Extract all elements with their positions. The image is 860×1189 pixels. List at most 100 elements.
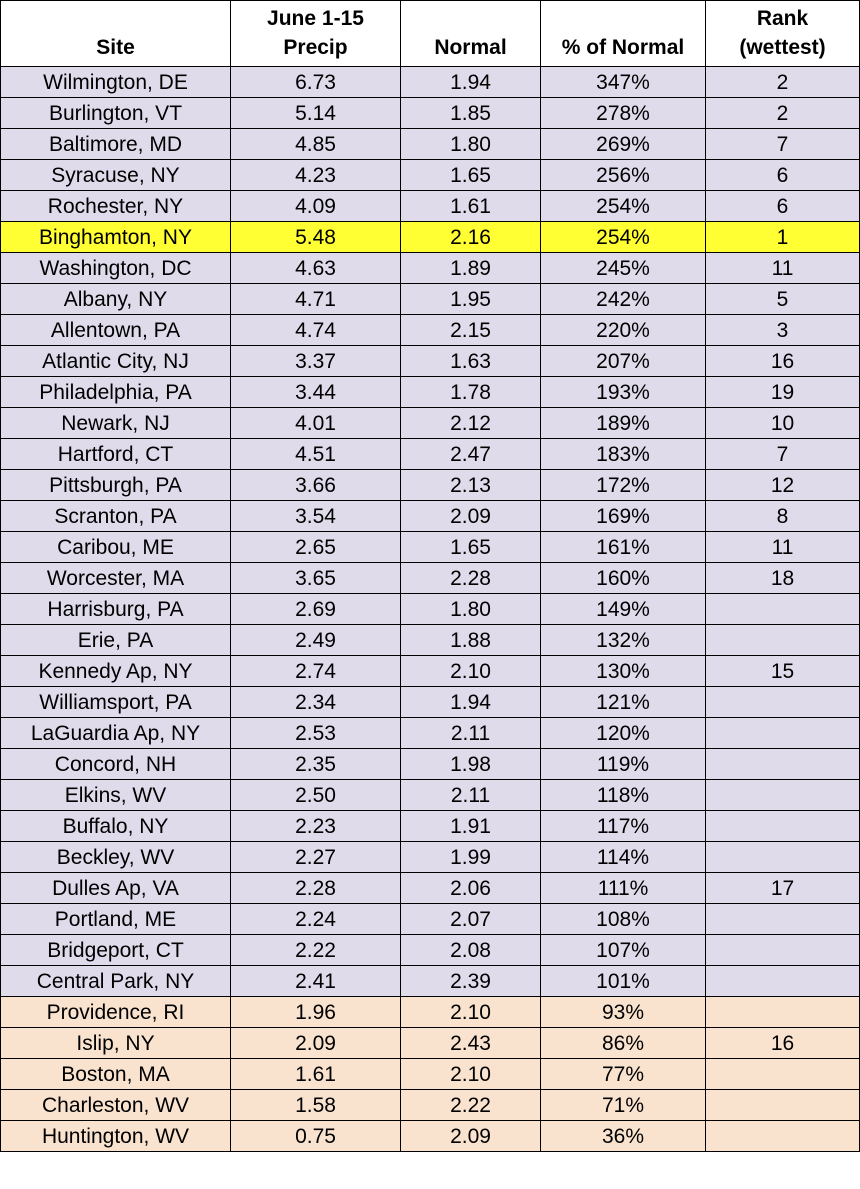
cell-rank: 5 bbox=[705, 283, 860, 315]
cell-rank: 19 bbox=[705, 376, 860, 408]
cell-normal: 2.28 bbox=[400, 562, 541, 594]
cell-site: Allentown, PA bbox=[0, 314, 231, 346]
cell-pct: 245% bbox=[540, 252, 706, 284]
cell-rank: 3 bbox=[705, 314, 860, 346]
cell-pct: 256% bbox=[540, 159, 706, 191]
cell-precip: 4.23 bbox=[230, 159, 401, 191]
header-site: Site bbox=[0, 0, 231, 67]
cell-precip: 4.85 bbox=[230, 128, 401, 160]
table-row: Caribou, ME 2.65 1.65 161% 11 bbox=[0, 531, 860, 563]
table-row: Islip, NY 2.09 2.43 86% 16 bbox=[0, 1027, 860, 1059]
cell-normal: 1.95 bbox=[400, 283, 541, 315]
cell-site: Pittsburgh, PA bbox=[0, 469, 231, 501]
cell-pct: 114% bbox=[540, 841, 706, 873]
cell-rank bbox=[705, 593, 860, 625]
table-row: Rochester, NY 4.09 1.61 254% 6 bbox=[0, 190, 860, 222]
cell-rank: 6 bbox=[705, 159, 860, 191]
cell-normal: 1.88 bbox=[400, 624, 541, 656]
cell-normal: 2.11 bbox=[400, 779, 541, 811]
table-row: Washington, DC 4.63 1.89 245% 11 bbox=[0, 252, 860, 284]
cell-pct: 119% bbox=[540, 748, 706, 780]
cell-rank: 11 bbox=[705, 531, 860, 563]
cell-precip: 3.37 bbox=[230, 345, 401, 377]
header-rank: Rank (wettest) bbox=[705, 0, 860, 67]
cell-precip: 2.09 bbox=[230, 1027, 401, 1059]
table-row: Concord, NH 2.35 1.98 119% bbox=[0, 748, 860, 780]
table-row: Elkins, WV 2.50 2.11 118% bbox=[0, 779, 860, 811]
cell-pct: 111% bbox=[540, 872, 706, 904]
cell-site: Wilmington, DE bbox=[0, 66, 231, 98]
cell-normal: 1.99 bbox=[400, 841, 541, 873]
cell-pct: 108% bbox=[540, 903, 706, 935]
cell-normal: 1.78 bbox=[400, 376, 541, 408]
cell-pct: 169% bbox=[540, 500, 706, 532]
table-row: Central Park, NY 2.41 2.39 101% bbox=[0, 965, 860, 997]
cell-site: Huntington, WV bbox=[0, 1120, 231, 1152]
table-row: Williamsport, PA 2.34 1.94 121% bbox=[0, 686, 860, 718]
cell-site: Central Park, NY bbox=[0, 965, 231, 997]
cell-precip: 2.49 bbox=[230, 624, 401, 656]
cell-precip: 2.23 bbox=[230, 810, 401, 842]
header-precip: June 1-15 Precip bbox=[230, 0, 401, 67]
cell-precip: 2.69 bbox=[230, 593, 401, 625]
cell-rank: 15 bbox=[705, 655, 860, 687]
cell-site: Philadelphia, PA bbox=[0, 376, 231, 408]
cell-pct: 77% bbox=[540, 1058, 706, 1090]
cell-rank: 6 bbox=[705, 190, 860, 222]
table-row: Baltimore, MD 4.85 1.80 269% 7 bbox=[0, 128, 860, 160]
cell-pct: 183% bbox=[540, 438, 706, 470]
cell-rank bbox=[705, 841, 860, 873]
cell-normal: 2.10 bbox=[400, 655, 541, 687]
cell-normal: 1.91 bbox=[400, 810, 541, 842]
cell-precip: 1.58 bbox=[230, 1089, 401, 1121]
cell-pct: 269% bbox=[540, 128, 706, 160]
cell-site: Harrisburg, PA bbox=[0, 593, 231, 625]
cell-normal: 2.08 bbox=[400, 934, 541, 966]
cell-rank bbox=[705, 624, 860, 656]
cell-precip: 4.74 bbox=[230, 314, 401, 346]
cell-rank bbox=[705, 1120, 860, 1152]
table-row: Scranton, PA 3.54 2.09 169% 8 bbox=[0, 500, 860, 532]
table-row: Atlantic City, NJ 3.37 1.63 207% 16 bbox=[0, 345, 860, 377]
cell-normal: 2.10 bbox=[400, 996, 541, 1028]
cell-pct: 278% bbox=[540, 97, 706, 129]
cell-precip: 3.44 bbox=[230, 376, 401, 408]
cell-precip: 2.22 bbox=[230, 934, 401, 966]
cell-normal: 2.12 bbox=[400, 407, 541, 439]
cell-pct: 117% bbox=[540, 810, 706, 842]
cell-rank bbox=[705, 996, 860, 1028]
cell-rank: 10 bbox=[705, 407, 860, 439]
cell-rank: 17 bbox=[705, 872, 860, 904]
table-row: Beckley, WV 2.27 1.99 114% bbox=[0, 841, 860, 873]
cell-precip: 2.27 bbox=[230, 841, 401, 873]
cell-site: Rochester, NY bbox=[0, 190, 231, 222]
cell-precip: 0.75 bbox=[230, 1120, 401, 1152]
cell-rank: 2 bbox=[705, 66, 860, 98]
cell-rank: 11 bbox=[705, 252, 860, 284]
table-row: Burlington, VT 5.14 1.85 278% 2 bbox=[0, 97, 860, 129]
cell-rank: 1 bbox=[705, 221, 860, 253]
cell-rank bbox=[705, 779, 860, 811]
cell-precip: 5.48 bbox=[230, 221, 401, 253]
table-row: Hartford, CT 4.51 2.47 183% 7 bbox=[0, 438, 860, 470]
cell-rank: 8 bbox=[705, 500, 860, 532]
cell-rank: 7 bbox=[705, 438, 860, 470]
cell-pct: 120% bbox=[540, 717, 706, 749]
table-row: Binghamton, NY 5.48 2.16 254% 1 bbox=[0, 221, 860, 253]
table-row: Newark, NJ 4.01 2.12 189% 10 bbox=[0, 407, 860, 439]
cell-rank bbox=[705, 934, 860, 966]
cell-precip: 5.14 bbox=[230, 97, 401, 129]
cell-rank bbox=[705, 1058, 860, 1090]
cell-precip: 4.01 bbox=[230, 407, 401, 439]
cell-site: Erie, PA bbox=[0, 624, 231, 656]
table-row: Kennedy Ap, NY 2.74 2.10 130% 15 bbox=[0, 655, 860, 687]
cell-site: Providence, RI bbox=[0, 996, 231, 1028]
cell-pct: 71% bbox=[540, 1089, 706, 1121]
table-row: Charleston, WV 1.58 2.22 71% bbox=[0, 1089, 860, 1121]
cell-precip: 3.65 bbox=[230, 562, 401, 594]
cell-pct: 347% bbox=[540, 66, 706, 98]
cell-site: Caribou, ME bbox=[0, 531, 231, 563]
table-row: Portland, ME 2.24 2.07 108% bbox=[0, 903, 860, 935]
cell-pct: 254% bbox=[540, 190, 706, 222]
cell-site: Bridgeport, CT bbox=[0, 934, 231, 966]
